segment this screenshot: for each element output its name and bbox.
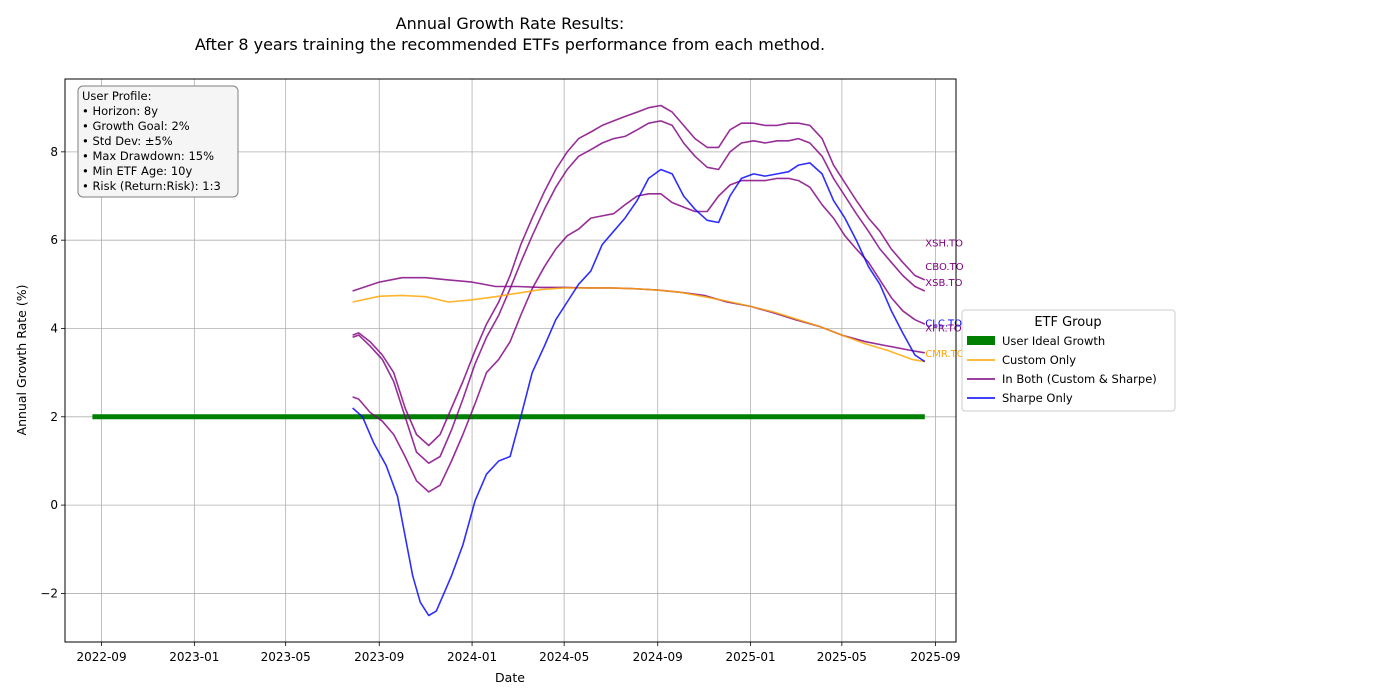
end-label-xsb-to: XSB.TO bbox=[925, 278, 962, 289]
x-tick-label: 2022-09 bbox=[76, 650, 126, 664]
legend-label: In Both (Custom & Sharpe) bbox=[1002, 372, 1157, 386]
x-tick-label: 2024-09 bbox=[633, 650, 683, 664]
end-label-cbo-to: CBO.TO bbox=[925, 262, 963, 273]
series-layer bbox=[352, 104, 926, 617]
series-line-xsh-to bbox=[352, 104, 926, 447]
end-label-cmr-to: CMR.TO bbox=[925, 349, 964, 360]
series-line-clc-to bbox=[352, 162, 926, 617]
y-axis-ticks: −2 0 2 4 6 8 bbox=[40, 145, 65, 600]
legend-title: ETF Group bbox=[1034, 315, 1101, 330]
y-tick-label: 6 bbox=[50, 233, 58, 247]
profile-line: • Risk (Return:Risk): 1:3 bbox=[82, 179, 221, 193]
x-tick-label: 2024-05 bbox=[539, 650, 589, 664]
x-axis-label: Date bbox=[495, 670, 525, 685]
x-tick-label: 2023-01 bbox=[169, 650, 219, 664]
y-tick-label: 0 bbox=[50, 498, 58, 512]
x-tick-label: 2024-01 bbox=[447, 650, 497, 664]
profile-line: • Growth Goal: 2% bbox=[82, 119, 190, 133]
profile-line: • Std Dev: ±5% bbox=[82, 134, 173, 148]
series-line-cmr-to bbox=[352, 287, 925, 363]
profile-line: • Horizon: 8y bbox=[82, 104, 158, 118]
x-axis-ticks: 2022-09 2023-01 2023-05 2023-09 2024-01 2024-… bbox=[76, 642, 961, 664]
x-tick-label: 2025-09 bbox=[910, 650, 960, 664]
series-line-cbo-to bbox=[352, 120, 926, 465]
legend-label: Custom Only bbox=[1002, 353, 1076, 367]
profile-line: User Profile: bbox=[82, 89, 152, 103]
legend-box bbox=[961, 309, 1176, 412]
x-tick-label: 2025-05 bbox=[817, 650, 867, 664]
end-label-xfr-to: XFR.TO bbox=[925, 324, 961, 335]
series-line-xsb-to bbox=[352, 177, 926, 493]
end-label-clc-to: CLC.TO bbox=[925, 319, 962, 330]
x-tick-label: 2023-05 bbox=[261, 650, 311, 664]
user-profile-box: User Profile: • Horizon: 8y • Growth Goa… bbox=[77, 85, 239, 198]
chart-subtitle: After 8 years training the recommended E… bbox=[195, 35, 825, 54]
y-tick-label: 8 bbox=[50, 145, 58, 159]
profile-line: • Max Drawdown: 15% bbox=[82, 149, 214, 163]
legend-label: User Ideal Growth bbox=[1002, 334, 1105, 348]
x-tick-label: 2023-09 bbox=[354, 650, 404, 664]
chart-title: Annual Growth Rate Results: bbox=[396, 14, 625, 33]
legend: ETF Group User Ideal Growth Custom Only … bbox=[961, 309, 1176, 412]
y-tick-label: −2 bbox=[40, 586, 58, 600]
y-tick-label: 2 bbox=[50, 410, 58, 424]
legend-swatch-user-ideal-growth bbox=[967, 336, 995, 345]
plot-frame bbox=[64, 78, 957, 643]
x-tick-label: 2025-01 bbox=[725, 650, 775, 664]
legend-label: Sharpe Only bbox=[1002, 391, 1073, 405]
end-label-xsh-to: XSH.TO bbox=[925, 238, 963, 249]
y-axis-label: Annual Growth Rate (%) bbox=[14, 285, 29, 436]
y-tick-label: 4 bbox=[50, 321, 58, 335]
user-profile-box-background bbox=[77, 85, 239, 198]
profile-line: • Min ETF Age: 10y bbox=[82, 164, 192, 178]
